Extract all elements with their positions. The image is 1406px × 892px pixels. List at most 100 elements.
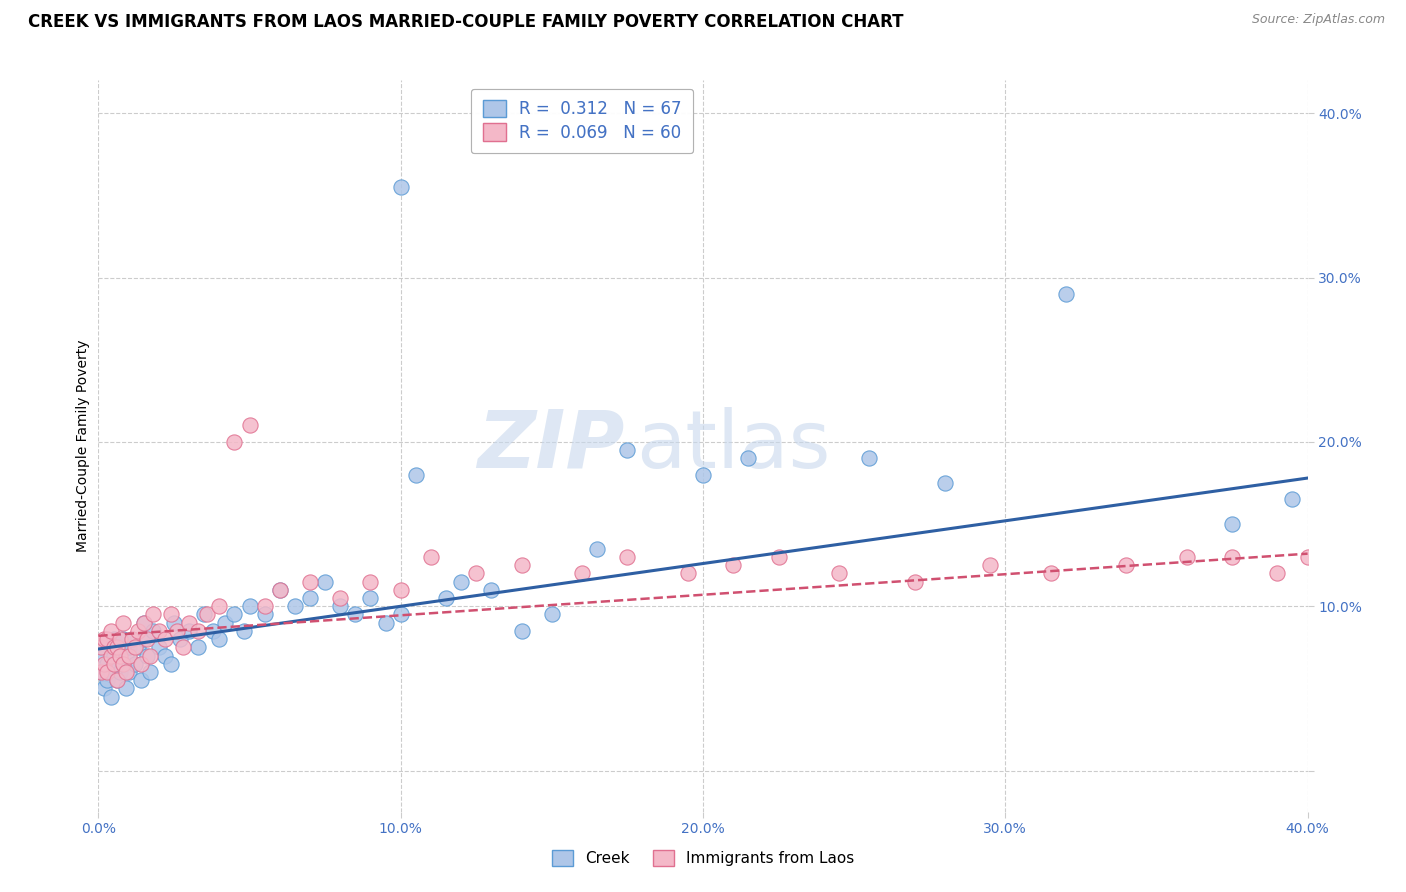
Point xyxy=(481,582,503,597)
Point xyxy=(105,673,128,688)
Point xyxy=(90,640,112,655)
Point xyxy=(103,632,125,647)
Point xyxy=(179,624,201,638)
Point xyxy=(100,690,122,704)
Point xyxy=(202,624,225,638)
Point xyxy=(1296,549,1319,564)
Point xyxy=(172,640,194,655)
Point xyxy=(108,640,131,655)
Point xyxy=(108,632,131,647)
Point xyxy=(253,599,276,614)
Point xyxy=(132,632,155,647)
Point xyxy=(132,615,155,630)
Point xyxy=(135,648,157,663)
Point xyxy=(510,558,533,573)
Point xyxy=(465,566,488,581)
Point xyxy=(1220,549,1243,564)
Point xyxy=(114,665,136,679)
Point xyxy=(121,632,143,647)
Point xyxy=(142,624,165,638)
Point xyxy=(114,648,136,663)
Point xyxy=(111,632,134,647)
Point xyxy=(118,648,141,663)
Point xyxy=(153,648,176,663)
Legend: R =  0.312   N = 67, R =  0.069   N = 60: R = 0.312 N = 67, R = 0.069 N = 60 xyxy=(471,88,693,153)
Point xyxy=(108,665,131,679)
Point xyxy=(1281,492,1303,507)
Point xyxy=(148,640,170,655)
Text: Source: ZipAtlas.com: Source: ZipAtlas.com xyxy=(1251,13,1385,27)
Point xyxy=(1175,549,1198,564)
Point xyxy=(389,180,412,194)
Point xyxy=(344,607,367,622)
Legend: Creek, Immigrants from Laos: Creek, Immigrants from Laos xyxy=(543,841,863,875)
Point xyxy=(129,673,152,688)
Point xyxy=(676,566,699,581)
Point xyxy=(239,599,262,614)
Point xyxy=(299,574,322,589)
Point xyxy=(93,648,115,663)
Point xyxy=(269,582,291,597)
Point xyxy=(121,632,143,647)
Point xyxy=(96,657,118,671)
Text: atlas: atlas xyxy=(637,407,831,485)
Point xyxy=(314,574,336,589)
Point xyxy=(692,467,714,482)
Point xyxy=(224,434,246,449)
Point xyxy=(139,648,162,663)
Point xyxy=(96,665,118,679)
Point xyxy=(360,591,382,605)
Point xyxy=(100,648,122,663)
Point xyxy=(187,624,209,638)
Point xyxy=(828,566,851,581)
Point xyxy=(108,648,131,663)
Point xyxy=(737,451,759,466)
Point xyxy=(1039,566,1062,581)
Point xyxy=(329,599,352,614)
Point xyxy=(163,615,186,630)
Point xyxy=(142,607,165,622)
Point xyxy=(166,624,188,638)
Point xyxy=(193,607,215,622)
Point xyxy=(934,475,956,490)
Point xyxy=(768,549,790,564)
Point xyxy=(160,657,183,671)
Text: ZIP: ZIP xyxy=(477,407,624,485)
Point xyxy=(1054,287,1077,301)
Point xyxy=(93,681,115,696)
Point xyxy=(616,443,638,458)
Point xyxy=(118,665,141,679)
Point xyxy=(103,657,125,671)
Y-axis label: Married-Couple Family Poverty: Married-Couple Family Poverty xyxy=(76,340,90,552)
Point xyxy=(93,657,115,671)
Point xyxy=(208,599,231,614)
Point xyxy=(389,607,412,622)
Point xyxy=(160,607,183,622)
Point xyxy=(586,541,609,556)
Point xyxy=(329,591,352,605)
Point xyxy=(904,574,927,589)
Point xyxy=(405,467,427,482)
Point xyxy=(100,624,122,638)
Point xyxy=(360,574,382,589)
Point xyxy=(214,615,236,630)
Point xyxy=(299,591,322,605)
Point xyxy=(96,632,118,647)
Point xyxy=(148,624,170,638)
Point xyxy=(723,558,745,573)
Point xyxy=(90,665,112,679)
Point xyxy=(129,657,152,671)
Point xyxy=(510,624,533,638)
Point xyxy=(105,657,128,671)
Point xyxy=(253,607,276,622)
Point xyxy=(269,582,291,597)
Point xyxy=(96,673,118,688)
Point xyxy=(111,657,134,671)
Point xyxy=(139,665,162,679)
Point xyxy=(124,657,146,671)
Point xyxy=(858,451,880,466)
Point xyxy=(434,591,457,605)
Point xyxy=(239,418,262,433)
Point xyxy=(114,681,136,696)
Point xyxy=(389,582,412,597)
